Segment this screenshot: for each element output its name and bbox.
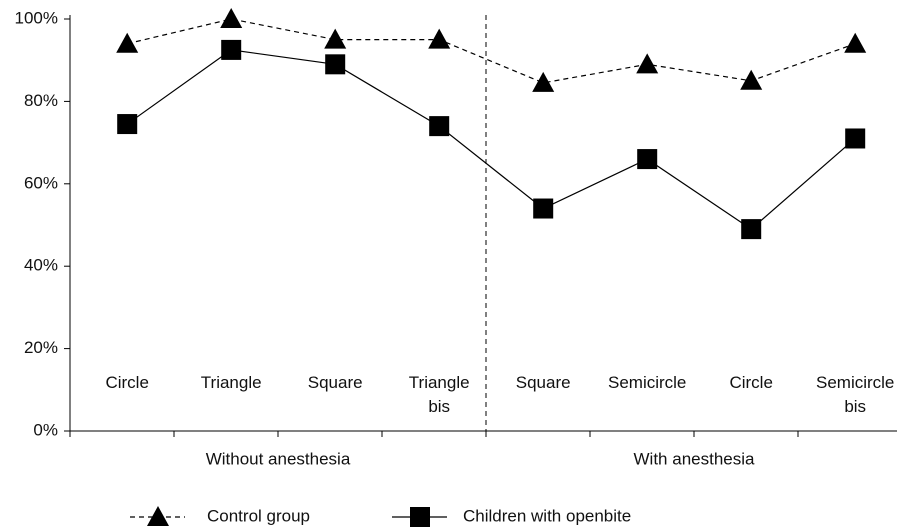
marker — [741, 219, 762, 240]
legend-marker — [410, 507, 430, 527]
y-tick-label: 40% — [24, 256, 58, 275]
series-line — [126, 49, 856, 230]
legend-item: Control group — [130, 506, 310, 526]
marker — [533, 198, 554, 219]
x-tick-label: Semicircle — [607, 373, 687, 392]
marker — [428, 28, 451, 49]
marker — [429, 116, 450, 137]
marker — [845, 128, 866, 149]
marker — [220, 8, 243, 28]
x-tick-label: Circle — [105, 373, 149, 392]
marker — [116, 32, 139, 53]
y-tick-label: 0% — [33, 420, 58, 439]
x-tick-label: Circle — [729, 373, 773, 392]
y-tick-label: 80% — [24, 91, 58, 110]
group-label: With anesthesia — [634, 449, 755, 468]
legend-marker — [147, 506, 169, 526]
legend-label: Children with openbite — [463, 506, 631, 525]
legend-item: Children with openbite — [392, 506, 631, 527]
y-tick-label: 60% — [24, 173, 58, 192]
x-tick-label: Square — [307, 373, 363, 392]
marker — [740, 69, 763, 90]
marker — [117, 114, 138, 135]
x-tick-label: Square — [515, 373, 571, 392]
group-label: Without anesthesia — [206, 449, 351, 468]
marker — [324, 28, 347, 49]
y-tick-label: 20% — [24, 338, 58, 357]
marker — [325, 54, 346, 75]
series-line — [127, 18, 856, 84]
y-tick-label: 100% — [15, 8, 58, 27]
legend-label: Control group — [207, 506, 310, 525]
marker — [637, 149, 658, 170]
marker — [636, 53, 659, 74]
marker — [844, 32, 867, 53]
x-tick-label: Triangle — [200, 373, 262, 392]
x-tick-label: Semicircle bis — [815, 373, 895, 416]
marker — [221, 39, 242, 60]
x-tick-label: Triangle bis — [408, 373, 470, 416]
marker — [532, 71, 555, 92]
